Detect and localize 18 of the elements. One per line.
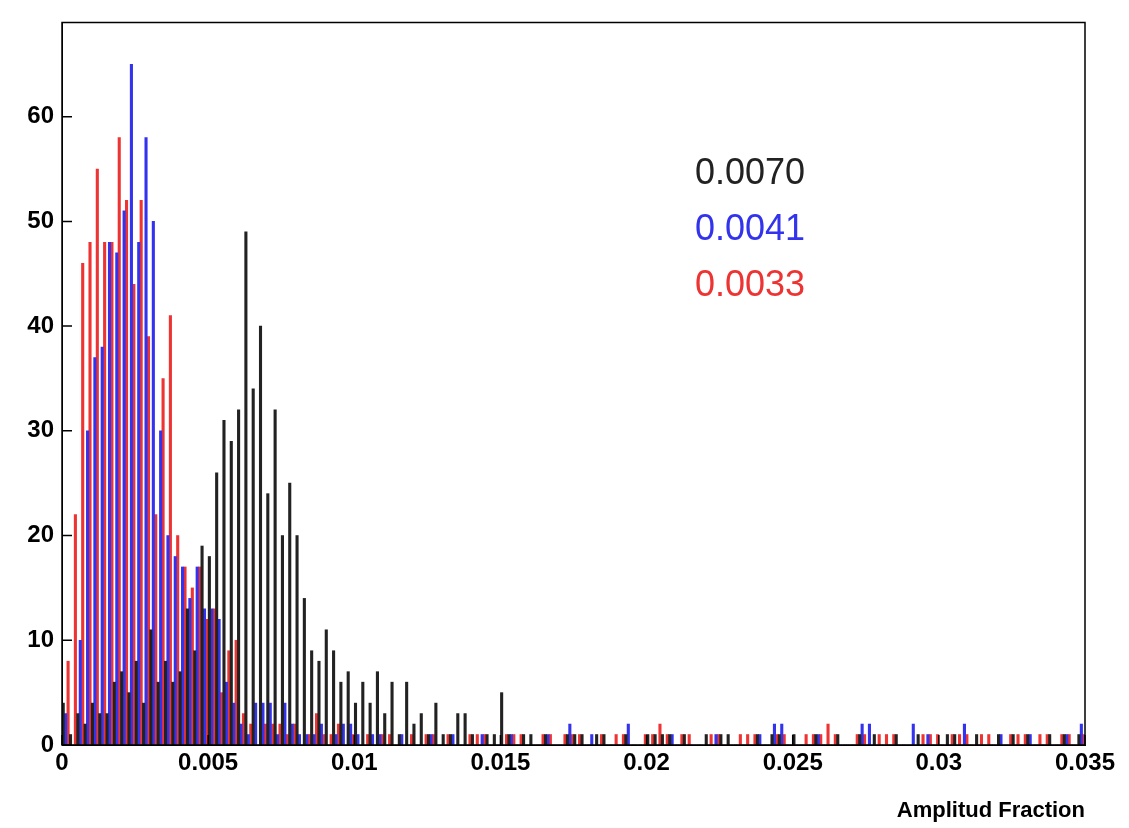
x-tick-label: 0.005 [178,748,239,776]
text: 0.0070 [695,151,806,193]
x-tick-label: 0.01 [330,748,378,776]
x-tick-label: 0.025 [762,748,823,776]
x-axis-title: Amplitud Fraction [896,796,1085,822]
y-tick-label: 50 [27,206,54,233]
y-tick-label: 40 [27,310,54,338]
x-tick-label: 0.035 [1054,748,1116,776]
y-tick-label: 0 [40,729,54,757]
text: 0.0041 [695,207,806,249]
x-tick-label: 0.02 [623,748,670,776]
y-tick-label: 10 [27,624,54,652]
x-tick-label: 0.03 [915,748,963,776]
y-tick-label: 60 [27,101,54,129]
y-tick-label: 20 [27,520,54,548]
y-tick-label: 30 [27,415,54,443]
text: 0.0033 [695,263,806,305]
x-tick-label: 0.015 [470,748,531,776]
